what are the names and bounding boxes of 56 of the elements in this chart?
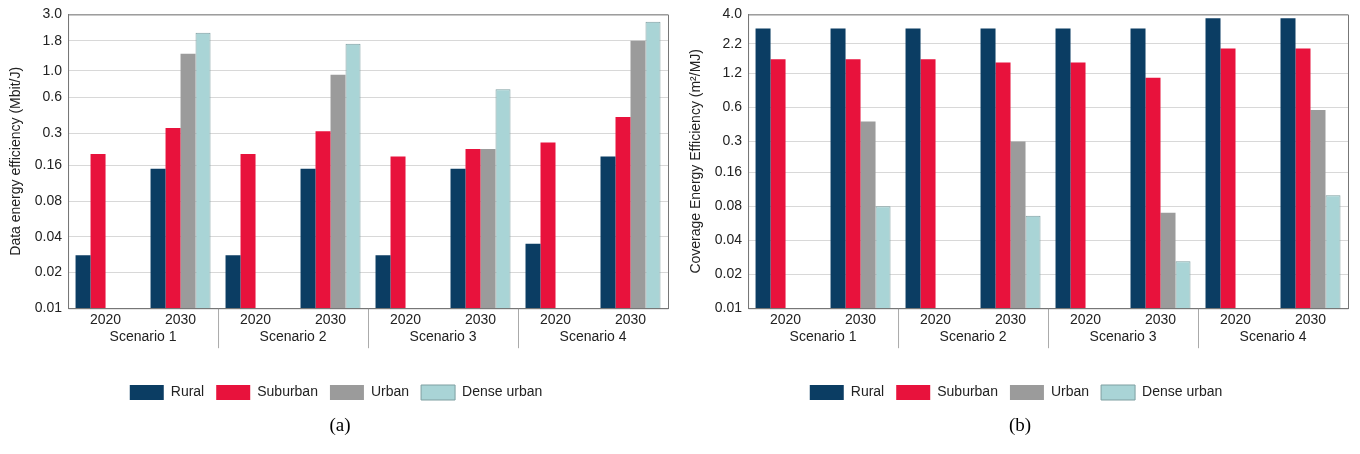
y-axis-title: Data energy efficiency (Mbit/J) bbox=[7, 66, 24, 256]
text: Scenario 3 bbox=[409, 328, 477, 345]
y-tick-label: 0.3 bbox=[42, 123, 63, 140]
x-tick-label: 2030 bbox=[614, 311, 647, 328]
y-tick-label: 0.01 bbox=[34, 299, 63, 316]
text: Scenario 2 bbox=[939, 328, 1007, 345]
legend-label: Dense urban bbox=[462, 383, 543, 400]
x-tick-label: 2030 bbox=[164, 311, 197, 328]
y-tick-label: 0.08 bbox=[714, 197, 743, 214]
legend-label: Dense urban bbox=[1142, 383, 1223, 400]
x-tick-label: 2030 bbox=[314, 311, 347, 328]
text: Scenario 3 bbox=[1089, 328, 1157, 345]
x-tick-label: 2020 bbox=[1069, 311, 1102, 328]
text: (a) bbox=[328, 414, 352, 436]
y-tick-label: 2.2 bbox=[722, 34, 743, 51]
x-tick-label: 2030 bbox=[1294, 311, 1327, 328]
x-tick-label: 2020 bbox=[89, 311, 122, 328]
y-axis-title: Coverage Energy Efficiency (m²/MJ) bbox=[687, 49, 704, 274]
y-tick-label: 4.0 bbox=[722, 5, 743, 22]
y-tick-label: 0.04 bbox=[714, 231, 743, 248]
legend-label: Urban bbox=[370, 383, 410, 400]
x-tick-label: 2020 bbox=[239, 311, 272, 328]
y-tick-label: 0.02 bbox=[34, 263, 63, 280]
y-tick-label: 0.02 bbox=[714, 265, 743, 282]
y-tick-label: 0.08 bbox=[34, 191, 63, 208]
text: Scenario 1 bbox=[109, 328, 177, 345]
x-tick-label: 2020 bbox=[769, 311, 802, 328]
legend-label: Suburban bbox=[257, 383, 318, 400]
y-tick-label: 0.6 bbox=[722, 98, 743, 115]
x-tick-label: 2030 bbox=[1144, 311, 1177, 328]
y-tick-label: 0.16 bbox=[714, 163, 743, 180]
y-tick-label: 0.3 bbox=[722, 132, 743, 149]
y-tick-label: 1.0 bbox=[42, 61, 63, 78]
y-tick-label: 0.01 bbox=[714, 299, 743, 316]
legend-label: Rural bbox=[170, 383, 205, 400]
x-tick-label: 2030 bbox=[994, 311, 1027, 328]
legend-label: Rural bbox=[850, 383, 885, 400]
x-tick-label: 2030 bbox=[844, 311, 877, 328]
text: (b) bbox=[1007, 414, 1033, 436]
x-tick-label: 2020 bbox=[539, 311, 572, 328]
y-tick-label: 1.8 bbox=[42, 31, 63, 48]
y-tick-label: 0.04 bbox=[34, 227, 63, 244]
y-tick-label: 0.6 bbox=[42, 88, 63, 105]
x-tick-label: 2020 bbox=[389, 311, 422, 328]
legend-label: Suburban bbox=[937, 383, 998, 400]
text: Scenario 1 bbox=[789, 328, 857, 345]
text: Scenario 4 bbox=[1239, 328, 1307, 345]
text: Scenario 4 bbox=[559, 328, 627, 345]
x-tick-label: 2020 bbox=[1219, 311, 1252, 328]
y-tick-label: 0.16 bbox=[34, 156, 63, 173]
y-tick-label: 1.2 bbox=[722, 64, 743, 81]
x-tick-label: 2020 bbox=[919, 311, 952, 328]
y-tick-label: 3.0 bbox=[42, 5, 63, 22]
text: Scenario 2 bbox=[259, 328, 327, 345]
legend-label: Urban bbox=[1050, 383, 1090, 400]
x-tick-label: 2030 bbox=[464, 311, 497, 328]
